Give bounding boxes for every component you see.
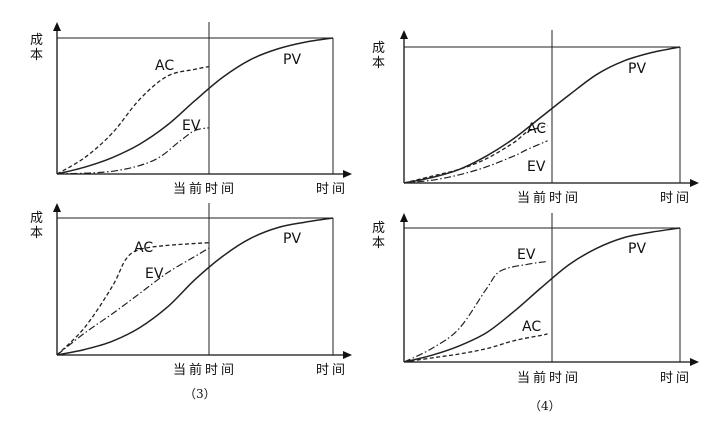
y-axis-arrow	[53, 203, 61, 212]
x-axis-label: 时间	[660, 371, 692, 386]
x-axis-arrow	[343, 351, 352, 359]
series-pv-line	[56, 217, 334, 356]
series-ac-line	[403, 125, 548, 184]
series-ac-line	[56, 65, 209, 175]
series-ac-line	[403, 333, 548, 363]
series-ev-line	[403, 260, 548, 363]
x-axis-label: 时间	[316, 363, 348, 378]
x-axis-arrow	[343, 170, 352, 178]
series-ev-label: EV	[517, 247, 536, 263]
x-axis-label: 时间	[316, 182, 348, 197]
current-time-label: 当前时间	[173, 362, 237, 378]
y-axis-label: 成	[30, 211, 43, 226]
current-time-label: 当前时间	[517, 370, 581, 386]
series-ac-label: AC	[134, 240, 153, 256]
series-ev-line	[403, 140, 548, 184]
series-ac-label: AC	[527, 121, 546, 137]
x-axis-arrow	[690, 358, 699, 366]
y-axis-arrow	[53, 22, 61, 31]
series-ac-line	[56, 242, 209, 356]
series-ev-line	[56, 247, 210, 356]
series-ac-label: AC	[522, 319, 541, 335]
y-axis-label: 本	[372, 56, 385, 71]
y-axis-label: 成	[372, 41, 385, 56]
series-pv-label: PV	[628, 241, 646, 257]
series-ev-label: EV	[145, 266, 164, 282]
x-axis-arrow	[690, 179, 699, 187]
chart-caption: （4）	[529, 399, 561, 413]
current-time-label: 当前时间	[173, 181, 237, 197]
y-axis-label: 本	[372, 236, 385, 251]
series-pv-line	[403, 227, 681, 363]
series-ev-label: EV	[182, 118, 201, 134]
series-pv-label: PV	[283, 52, 301, 68]
y-axis-label: 成	[30, 33, 43, 48]
y-axis-arrow	[400, 30, 408, 39]
series-ev-line	[56, 127, 209, 175]
series-ac-label: AC	[155, 58, 174, 74]
y-axis-label: 成	[372, 221, 385, 236]
chart-caption: （3）	[184, 387, 216, 401]
x-axis-label: 时间	[660, 191, 692, 206]
series-ev-label: EV	[527, 159, 546, 175]
current-time-label: 当前时间	[517, 190, 581, 206]
series-pv-label: PV	[628, 61, 646, 77]
series-pv-line	[56, 37, 334, 175]
y-axis-label: 本	[30, 226, 43, 241]
y-axis-label: 本	[30, 48, 43, 63]
series-pv-label: PV	[283, 231, 301, 247]
y-axis-arrow	[400, 213, 408, 222]
